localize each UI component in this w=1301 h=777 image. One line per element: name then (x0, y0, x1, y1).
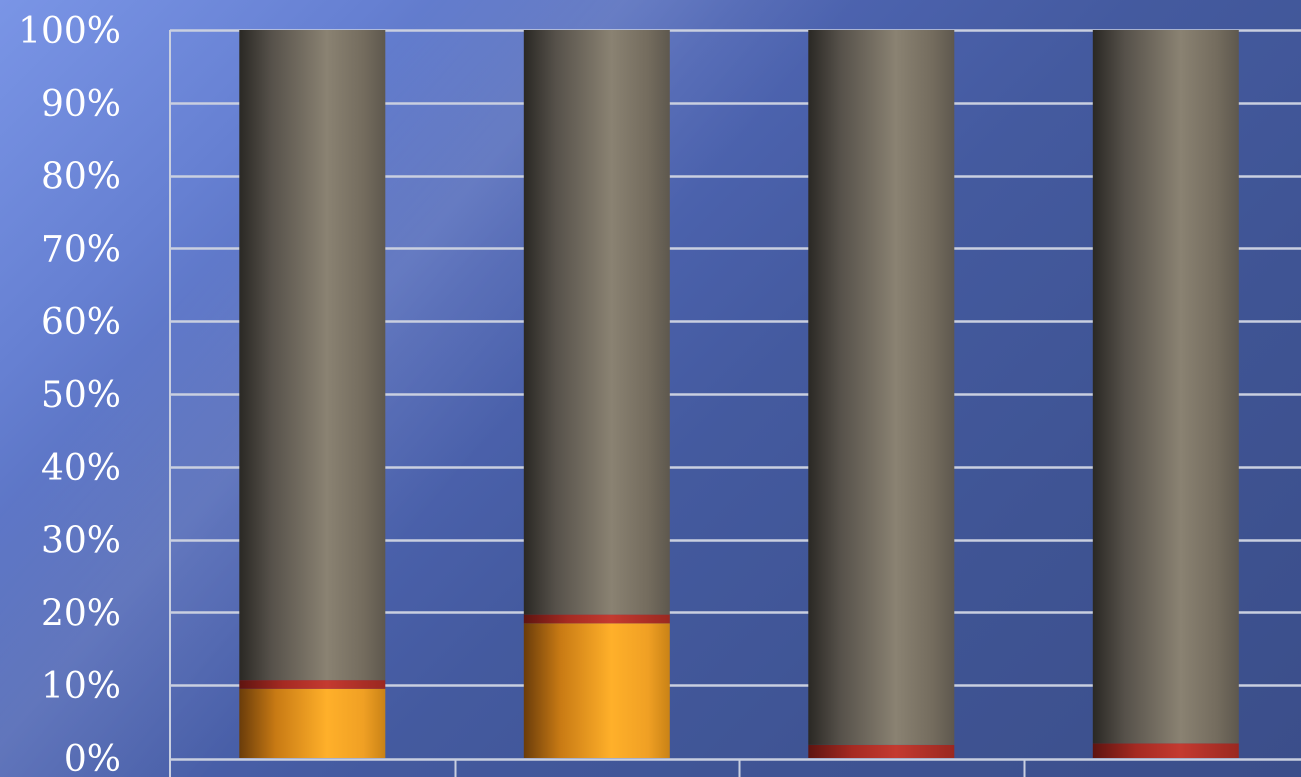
bar-segment-cat2-series1 (523, 623, 670, 758)
y-tick-label: 90% (41, 84, 121, 125)
bar-segment-cat1-series2 (239, 680, 386, 689)
bar-segment-cat2-series2 (523, 614, 670, 624)
y-tick-label: 10% (41, 666, 121, 707)
y-tick-label: 30% (41, 521, 121, 562)
bar-segment-cat2-series3 (523, 30, 670, 615)
bar-segment-cat4-series3 (1092, 30, 1239, 744)
bar-segment-cat1-series1 (239, 688, 386, 758)
y-tick-label: 60% (41, 302, 121, 343)
y-tick-label: 70% (41, 229, 121, 270)
bar-segment-cat4-series2 (1092, 743, 1239, 758)
y-tick-label: 0% (64, 739, 121, 777)
bar-segment-cat1-series3 (239, 30, 386, 681)
bar-segment-cat3-series3 (808, 30, 955, 745)
y-tick-label: 40% (41, 448, 121, 489)
y-tick-label: 50% (41, 375, 121, 416)
y-tick-label: 80% (41, 157, 121, 198)
y-tick-label: 20% (41, 593, 121, 634)
bar-segment-cat3-series2 (808, 744, 955, 758)
y-tick-label: 100% (18, 11, 121, 52)
